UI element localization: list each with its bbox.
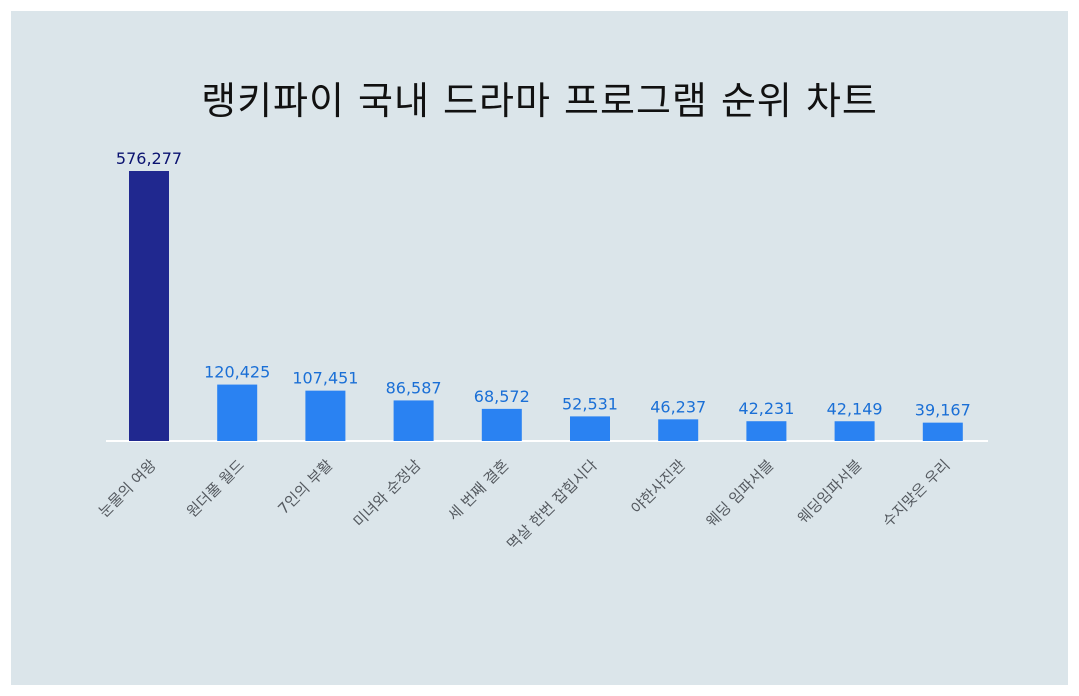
data-label: 107,451	[292, 369, 358, 388]
data-label: 42,231	[738, 399, 794, 418]
bar	[658, 419, 699, 441]
category-label: 수지맞은 우리	[879, 456, 954, 531]
data-label: 68,572	[474, 387, 530, 406]
category-label: 멱살 한번 잡힙시다	[503, 456, 601, 554]
data-label: 576,277	[116, 149, 182, 168]
category-label: 눈물의 여왕	[95, 456, 160, 521]
bar	[129, 171, 169, 441]
bar	[922, 422, 963, 441]
category-label: 원더풀 월드	[183, 456, 248, 521]
category-label: 미녀와 순정남	[350, 456, 425, 531]
data-label: 120,425	[204, 363, 270, 382]
category-label: 7인의 부활	[274, 456, 336, 518]
data-label: 42,149	[827, 399, 883, 418]
data-label: 86,587	[386, 378, 442, 397]
bar	[217, 384, 258, 441]
chart-background	[11, 11, 1068, 685]
bar	[834, 421, 875, 441]
category-label: 세 번째 결혼	[444, 456, 512, 524]
data-label: 46,237	[650, 397, 706, 416]
chart-title: 랭키파이 국내 드라마 프로그램 순위 차트	[201, 79, 878, 123]
category-label: 웨딩임파서블	[794, 456, 865, 527]
bar	[481, 408, 522, 441]
data-label: 52,531	[562, 394, 618, 413]
bar	[393, 400, 434, 441]
bar	[746, 421, 787, 441]
bar	[305, 390, 346, 441]
data-label: 39,167	[915, 401, 971, 420]
category-label: 웨딩 임파서블	[703, 456, 778, 531]
category-label: 야한사진관	[627, 456, 689, 518]
bar	[570, 416, 610, 441]
